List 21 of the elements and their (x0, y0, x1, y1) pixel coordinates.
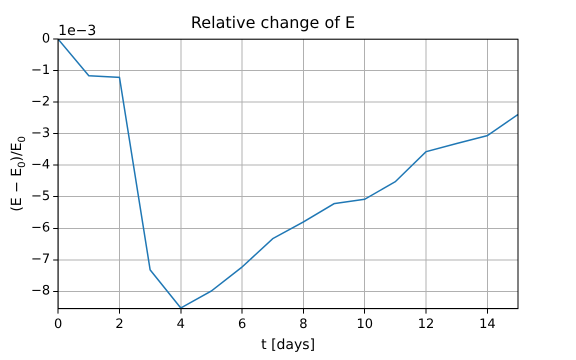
y-tick-label: −3 (30, 126, 50, 142)
y-tick-label: −1 (30, 63, 50, 78)
y-tick-label: −6 (30, 220, 50, 236)
x-tick-label: 10 (356, 316, 373, 332)
x-tick-label: 4 (176, 316, 185, 332)
y-tick-label: −2 (30, 94, 50, 110)
y-tick-label: −4 (30, 158, 50, 173)
x-tick-label: 0 (54, 316, 62, 332)
x-tick-label: 2 (115, 316, 124, 332)
x-tick-label: 14 (479, 316, 496, 332)
y-tick-label: −5 (30, 189, 50, 204)
y-tick-label: 0 (42, 32, 50, 47)
x-tick-label: 6 (238, 316, 246, 332)
y-tick-label: −8 (30, 284, 50, 299)
text: 1e−3 (58, 22, 96, 39)
chart-title: Relative change of E (190, 12, 356, 32)
x-tick-label: 12 (418, 316, 434, 332)
x-tick-label: 8 (299, 316, 308, 332)
y-axis-title: (E − E0)/E0 (9, 136, 28, 212)
x-axis-title: t [days] (261, 337, 316, 354)
y-tick-label: −7 (30, 252, 50, 268)
